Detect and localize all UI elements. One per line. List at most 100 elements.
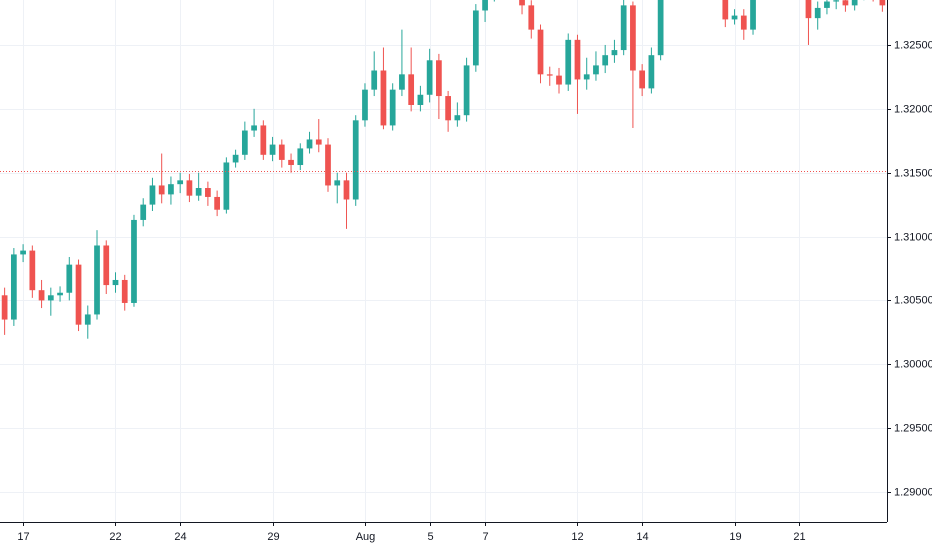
candle-body — [482, 0, 488, 11]
x-tick-label: 5 — [427, 531, 433, 543]
candle-body — [611, 50, 618, 56]
y-tick-label: 1.32000 — [894, 103, 932, 115]
candle-body — [389, 89, 396, 126]
candle-body — [223, 162, 230, 210]
x-tick-label: 7 — [482, 531, 488, 543]
candle-body — [445, 96, 451, 121]
candle-body — [556, 75, 562, 85]
x-tick-label: 22 — [109, 531, 121, 543]
candle-body — [158, 185, 165, 195]
candle-body — [472, 10, 479, 66]
x-tick-label: 19 — [729, 531, 741, 543]
candle-body — [657, 0, 664, 56]
candle-body — [186, 180, 193, 196]
candle-body — [417, 94, 424, 105]
candle-body — [583, 74, 590, 80]
x-tick-label: 24 — [174, 531, 186, 543]
candle-body — [602, 55, 609, 66]
candle-body — [648, 55, 655, 89]
candle-body — [1, 295, 8, 320]
candle-body — [371, 70, 378, 90]
candle-body — [325, 144, 331, 186]
candle-body — [84, 314, 91, 325]
candle-body — [168, 184, 174, 195]
candle-body — [463, 65, 470, 116]
candle-body — [195, 188, 202, 196]
y-tick-label: 1.30500 — [894, 294, 932, 306]
candle-body — [740, 15, 747, 30]
candle-body — [75, 264, 82, 325]
x-tick-label: 14 — [636, 531, 648, 543]
candle-body — [315, 139, 322, 145]
grid — [0, 0, 887, 522]
y-tick-label: 1.30000 — [894, 358, 932, 370]
candle-body — [140, 204, 147, 220]
candle-body — [149, 185, 156, 205]
candle-body — [334, 180, 341, 186]
candle-body — [574, 39, 581, 80]
candle-body — [380, 70, 387, 126]
candle-body — [269, 144, 276, 155]
candle-body — [177, 180, 184, 185]
candle-body — [288, 159, 294, 166]
candle-body — [103, 245, 110, 286]
x-tick-label: Aug — [356, 531, 376, 543]
candle-body — [306, 139, 313, 149]
candle-body — [66, 264, 73, 293]
candle-body — [352, 120, 359, 200]
y-tick-label: 1.31500 — [894, 167, 932, 179]
candle-body — [278, 144, 285, 160]
candle-body — [29, 250, 36, 291]
candle-body — [593, 65, 599, 75]
candle-body — [639, 70, 646, 89]
candle-body — [750, 0, 756, 30]
candle-body — [814, 7, 821, 19]
candle-body — [20, 250, 26, 255]
candle-body — [94, 245, 100, 315]
candle-body — [722, 0, 729, 20]
candle-body — [436, 60, 442, 97]
candle-body — [731, 15, 738, 20]
y-tick-label: 1.29000 — [894, 486, 932, 498]
candle-body — [546, 74, 553, 76]
candle-body — [399, 74, 405, 90]
candle-body — [232, 154, 239, 163]
candle-body — [630, 5, 636, 71]
x-tick-label: 17 — [17, 531, 29, 543]
candle-body — [824, 1, 830, 8]
candle-body — [214, 196, 220, 210]
x-tick-label: 12 — [571, 531, 583, 543]
candle-body — [805, 0, 812, 19]
candle-body — [454, 115, 461, 121]
candle-body — [426, 60, 433, 95]
x-tick-label: 29 — [267, 531, 279, 543]
candle-body — [57, 292, 63, 296]
axes: 1.29000 1.29500 1.30000 1.30500 1.31000 1.315… — [17, 39, 932, 543]
candle-body — [620, 5, 627, 51]
candle-body — [260, 125, 267, 155]
x-tick-label: 21 — [793, 531, 805, 543]
candle-body — [343, 180, 350, 200]
candle-body — [362, 89, 368, 121]
y-tick-label: 1.29500 — [894, 422, 932, 434]
y-tick-label: 1.32500 — [894, 39, 932, 51]
plot-area — [0, 0, 887, 339]
y-tick-label: 1.31000 — [894, 231, 932, 243]
candle-body — [537, 29, 544, 75]
candle-body — [10, 254, 17, 320]
candle-body — [297, 148, 304, 166]
candle-body — [519, 0, 525, 6]
candle-body — [851, 0, 858, 6]
candle-body — [251, 125, 257, 131]
candle-body — [38, 290, 45, 301]
candle-body — [241, 130, 248, 155]
candle-body — [408, 74, 415, 105]
candle-body — [565, 39, 572, 85]
candle-body — [833, 0, 840, 2]
candle-body — [205, 188, 211, 197]
candle-body — [879, 0, 886, 6]
candle-body — [842, 0, 849, 6]
candle-body — [47, 295, 54, 301]
candle-body — [131, 219, 137, 303]
